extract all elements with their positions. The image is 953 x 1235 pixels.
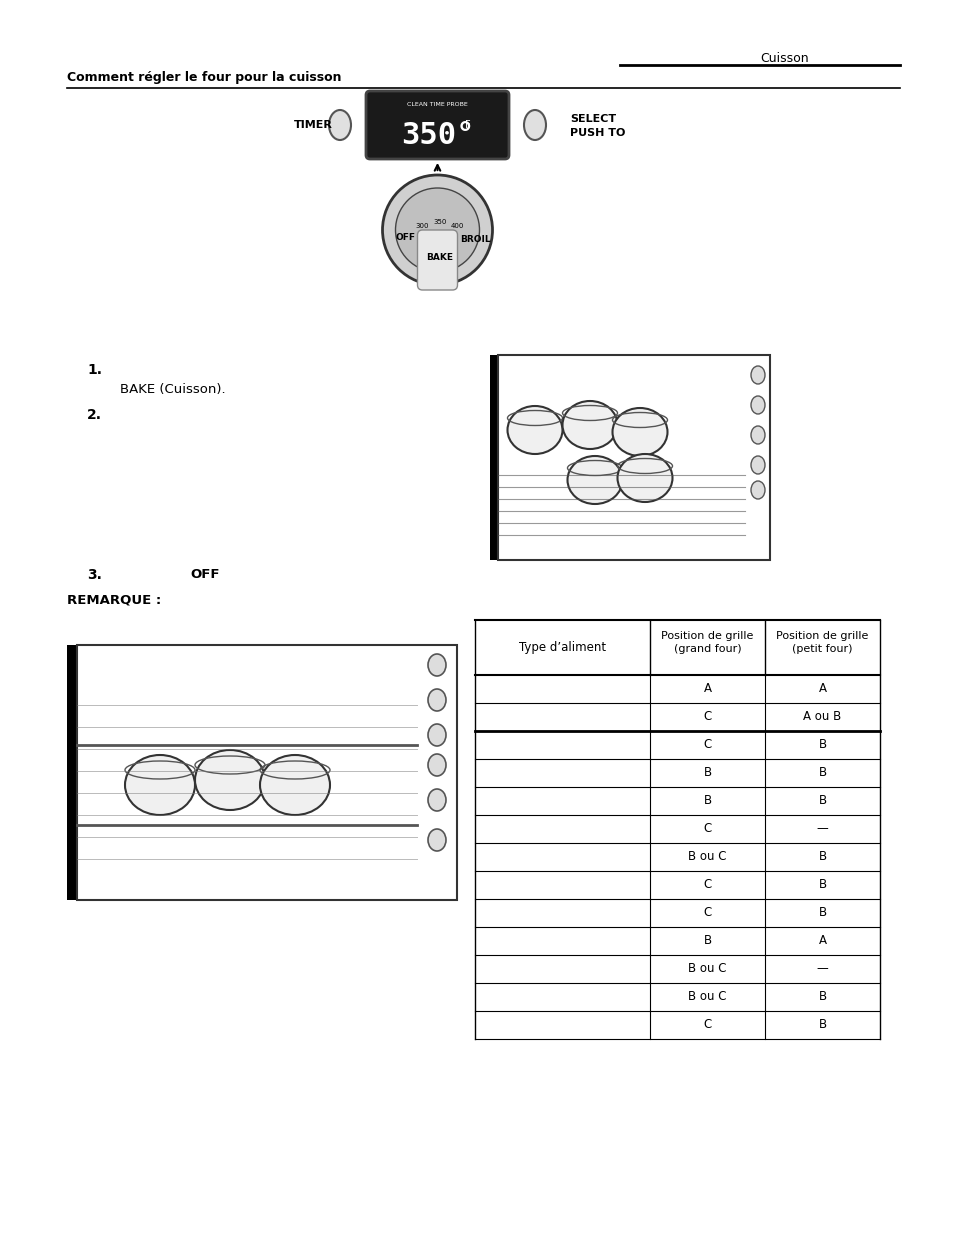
Text: C: C xyxy=(702,739,711,752)
Ellipse shape xyxy=(750,396,764,414)
Text: B: B xyxy=(818,794,825,808)
Text: 300: 300 xyxy=(416,224,429,228)
Circle shape xyxy=(382,175,492,285)
Text: Position de grille
(petit four): Position de grille (petit four) xyxy=(776,631,868,653)
Text: PUSH TO: PUSH TO xyxy=(569,128,625,138)
Text: B: B xyxy=(818,990,825,1004)
Bar xyxy=(490,354,497,559)
Ellipse shape xyxy=(750,426,764,445)
Text: BROIL: BROIL xyxy=(459,236,490,245)
FancyBboxPatch shape xyxy=(417,230,457,290)
Text: B ou C: B ou C xyxy=(687,990,726,1004)
Text: 3.: 3. xyxy=(87,568,102,582)
Text: B ou C: B ou C xyxy=(687,851,726,863)
Ellipse shape xyxy=(194,750,265,810)
Text: B: B xyxy=(818,1019,825,1031)
Text: Comment régler le four pour la cuisson: Comment régler le four pour la cuisson xyxy=(67,72,341,84)
Text: BAKE: BAKE xyxy=(426,253,453,263)
Text: B: B xyxy=(818,739,825,752)
Ellipse shape xyxy=(125,755,194,815)
Bar xyxy=(77,645,456,900)
Text: 1.: 1. xyxy=(87,363,102,377)
Circle shape xyxy=(395,188,479,272)
Text: A: A xyxy=(818,935,825,947)
Ellipse shape xyxy=(329,110,351,140)
Text: —: — xyxy=(816,962,827,976)
Ellipse shape xyxy=(750,366,764,384)
Text: B: B xyxy=(818,878,825,892)
Text: 400: 400 xyxy=(451,224,464,228)
Text: TIMER: TIMER xyxy=(294,120,332,130)
Text: REMARQUE :: REMARQUE : xyxy=(67,594,161,606)
Text: OFF: OFF xyxy=(190,568,219,582)
Text: Position de grille
(grand four): Position de grille (grand four) xyxy=(660,631,753,653)
Text: OFF: OFF xyxy=(395,233,416,242)
Text: Type d’aliment: Type d’aliment xyxy=(518,641,605,655)
Text: B: B xyxy=(702,935,711,947)
Text: SELECT: SELECT xyxy=(569,114,616,124)
Text: C: C xyxy=(702,906,711,920)
Ellipse shape xyxy=(750,480,764,499)
Text: B: B xyxy=(818,767,825,779)
Text: A: A xyxy=(702,683,711,695)
Ellipse shape xyxy=(523,110,545,140)
Text: B ou C: B ou C xyxy=(687,962,726,976)
Bar xyxy=(497,354,769,559)
Text: C: C xyxy=(702,1019,711,1031)
Ellipse shape xyxy=(750,456,764,474)
Ellipse shape xyxy=(260,755,330,815)
Ellipse shape xyxy=(562,401,617,450)
Text: A ou B: A ou B xyxy=(802,710,841,724)
Text: —: — xyxy=(816,823,827,836)
Text: A: A xyxy=(818,683,825,695)
Ellipse shape xyxy=(612,408,667,456)
Text: BAKE (Cuisson).: BAKE (Cuisson). xyxy=(120,384,226,396)
Ellipse shape xyxy=(428,755,446,776)
Text: 2.: 2. xyxy=(87,408,102,422)
Text: C: C xyxy=(702,823,711,836)
Text: C: C xyxy=(702,878,711,892)
Text: B: B xyxy=(702,794,711,808)
Ellipse shape xyxy=(428,829,446,851)
Ellipse shape xyxy=(617,454,672,501)
Ellipse shape xyxy=(507,406,562,454)
Ellipse shape xyxy=(428,689,446,711)
Ellipse shape xyxy=(567,456,622,504)
Text: F: F xyxy=(464,120,470,130)
Text: CLEAN TIME PROBE: CLEAN TIME PROBE xyxy=(407,103,467,107)
Text: B: B xyxy=(818,851,825,863)
Text: B: B xyxy=(702,767,711,779)
Text: 350: 350 xyxy=(434,219,447,225)
FancyBboxPatch shape xyxy=(366,91,509,159)
Text: Cuisson: Cuisson xyxy=(760,52,808,64)
Ellipse shape xyxy=(428,789,446,811)
Bar xyxy=(67,645,77,900)
Text: B: B xyxy=(818,906,825,920)
Ellipse shape xyxy=(428,724,446,746)
Text: 350°: 350° xyxy=(400,121,474,149)
Ellipse shape xyxy=(428,655,446,676)
Text: C: C xyxy=(702,710,711,724)
